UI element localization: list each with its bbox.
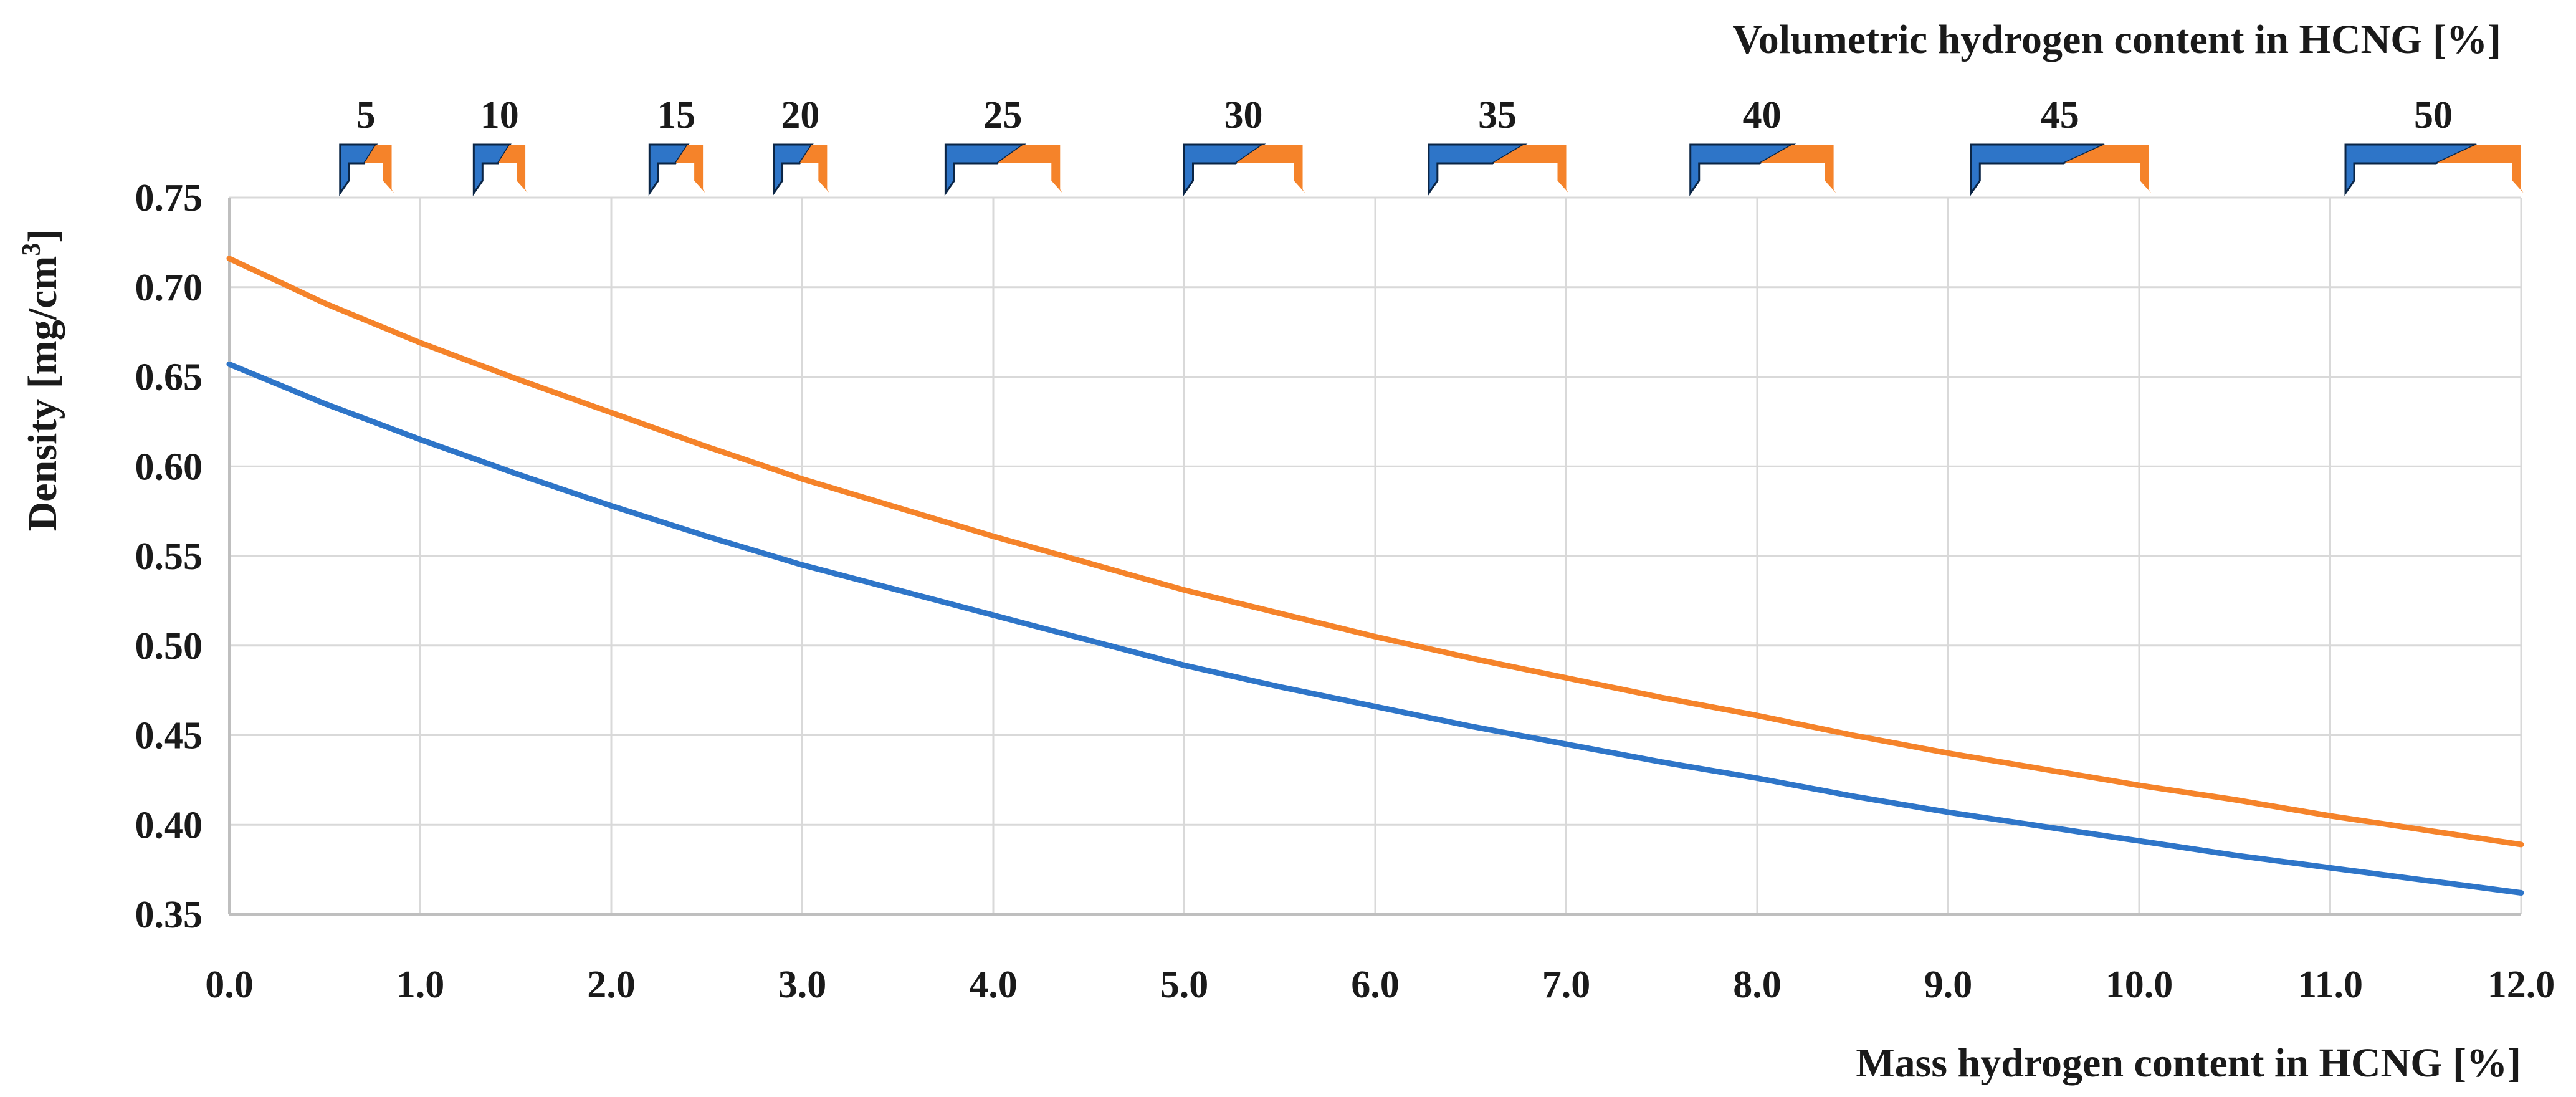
x-tick-label: 1.0 — [396, 964, 445, 1006]
y-axis-title-end: ] — [20, 229, 65, 243]
y-axis-title-main: Density [mg/cm — [20, 256, 65, 532]
volumetric-marker-blue — [773, 143, 814, 196]
y-tick-label: 0.55 — [135, 535, 203, 578]
y-tick-label: 0.45 — [135, 715, 203, 757]
volumetric-marker-orange — [799, 145, 830, 193]
secondary-tick-label: 50 — [2414, 94, 2453, 137]
secondary-tick-label: 15 — [657, 94, 695, 137]
volumetric-marker-blue — [944, 143, 1027, 196]
volumetric-marker-blue — [1689, 143, 1796, 196]
volumetric-marker-orange — [997, 145, 1063, 193]
secondary-tick-marker: 35 — [1428, 94, 1569, 196]
secondary-tick-label: 45 — [2041, 94, 2079, 137]
series-lines — [226, 256, 2524, 896]
volumetric-marker-orange — [2063, 145, 2152, 193]
secondary-tick-marker: 30 — [1183, 94, 1305, 196]
y-tick-label: 0.75 — [135, 177, 203, 219]
series-line-orange — [226, 256, 2524, 848]
y-axis-title: Density [mg/cm3] — [17, 229, 65, 532]
volumetric-marker-blue — [472, 143, 512, 196]
secondary-tick-marker: 10 — [472, 94, 528, 196]
y-axis-title-sup: 3 — [17, 243, 46, 256]
x-tick-label: 2.0 — [587, 964, 636, 1006]
y-tick-label: 0.60 — [135, 446, 203, 488]
volumetric-marker-orange — [675, 145, 706, 193]
gridlines — [229, 196, 2522, 914]
x-tick-label: 3.0 — [778, 964, 827, 1006]
volumetric-marker-orange — [498, 145, 528, 193]
x-tick-labels: 0.0 1.0 2.0 3.0 4.0 5.0 6.0 7.0 8.0 9.0 10.0 11.0 12… — [205, 964, 2555, 1006]
volumetric-marker-blue — [339, 143, 378, 196]
volumetric-marker-blue — [648, 143, 690, 196]
x-tick-label: 10.0 — [2106, 964, 2173, 1006]
x-tick-label: 6.0 — [1351, 964, 1400, 1006]
volumetric-marker-blue — [1183, 143, 1266, 196]
secondary-tick-label: 10 — [480, 94, 519, 137]
volumetric-marker-blue — [2344, 143, 2477, 196]
secondary-tick-label: 25 — [983, 94, 1022, 137]
series-line-blue — [226, 361, 2524, 896]
secondary-tick-marker: 15 — [648, 94, 706, 196]
y-tick-label: 0.50 — [135, 625, 203, 668]
x-tick-label: 11.0 — [2297, 964, 2363, 1006]
volumetric-marker-orange — [2436, 145, 2524, 193]
secondary-tick-marker: 25 — [944, 94, 1063, 196]
y-tick-label: 0.70 — [135, 267, 203, 309]
y-tick-label: 0.35 — [135, 894, 203, 936]
axes — [228, 198, 2521, 916]
secondary-tick-label: 40 — [1743, 94, 1782, 137]
volumetric-marker-orange — [364, 145, 394, 193]
volumetric-marker-blue — [1970, 143, 2105, 196]
x-tick-label: 7.0 — [1542, 964, 1591, 1006]
volumetric-marker-orange — [1759, 145, 1836, 193]
secondary-tick-label: 5 — [356, 94, 376, 137]
secondary-tick-marker: 5 — [339, 94, 394, 196]
secondary-tick-label: 30 — [1224, 94, 1263, 137]
x-tick-label: 0.0 — [205, 964, 254, 1006]
secondary-x-axis-title: Volumetric hydrogen content in HCNG [%] — [1732, 17, 2501, 62]
secondary-tick-marker: 40 — [1689, 94, 1836, 196]
x-tick-label: 5.0 — [1160, 964, 1209, 1006]
x-tick-label: 9.0 — [1924, 964, 1973, 1006]
secondary-axis-markers: 5 10 15 20 25 30 35 40 45 50 — [339, 94, 2524, 196]
x-tick-label: 8.0 — [1733, 964, 1782, 1006]
secondary-tick-marker: 50 — [2344, 94, 2524, 196]
volumetric-marker-blue — [1428, 143, 1528, 196]
y-tick-label: 0.65 — [135, 357, 203, 399]
x-tick-label: 12.0 — [2488, 964, 2555, 1006]
volumetric-marker-orange — [1235, 145, 1305, 193]
secondary-tick-marker: 45 — [1970, 94, 2152, 196]
secondary-tick-label: 20 — [781, 94, 819, 137]
y-tick-label: 0.40 — [135, 804, 203, 846]
x-tick-label: 4.0 — [969, 964, 1018, 1006]
secondary-tick-label: 35 — [1478, 94, 1517, 137]
y-tick-labels: 0.75 0.70 0.65 0.60 0.55 0.50 0.45 0.40 0.35 — [135, 177, 203, 936]
x-axis-title: Mass hydrogen content in HCNG [%] — [1856, 1040, 2521, 1086]
secondary-tick-marker: 20 — [773, 94, 830, 196]
volumetric-marker-orange — [1492, 145, 1569, 193]
